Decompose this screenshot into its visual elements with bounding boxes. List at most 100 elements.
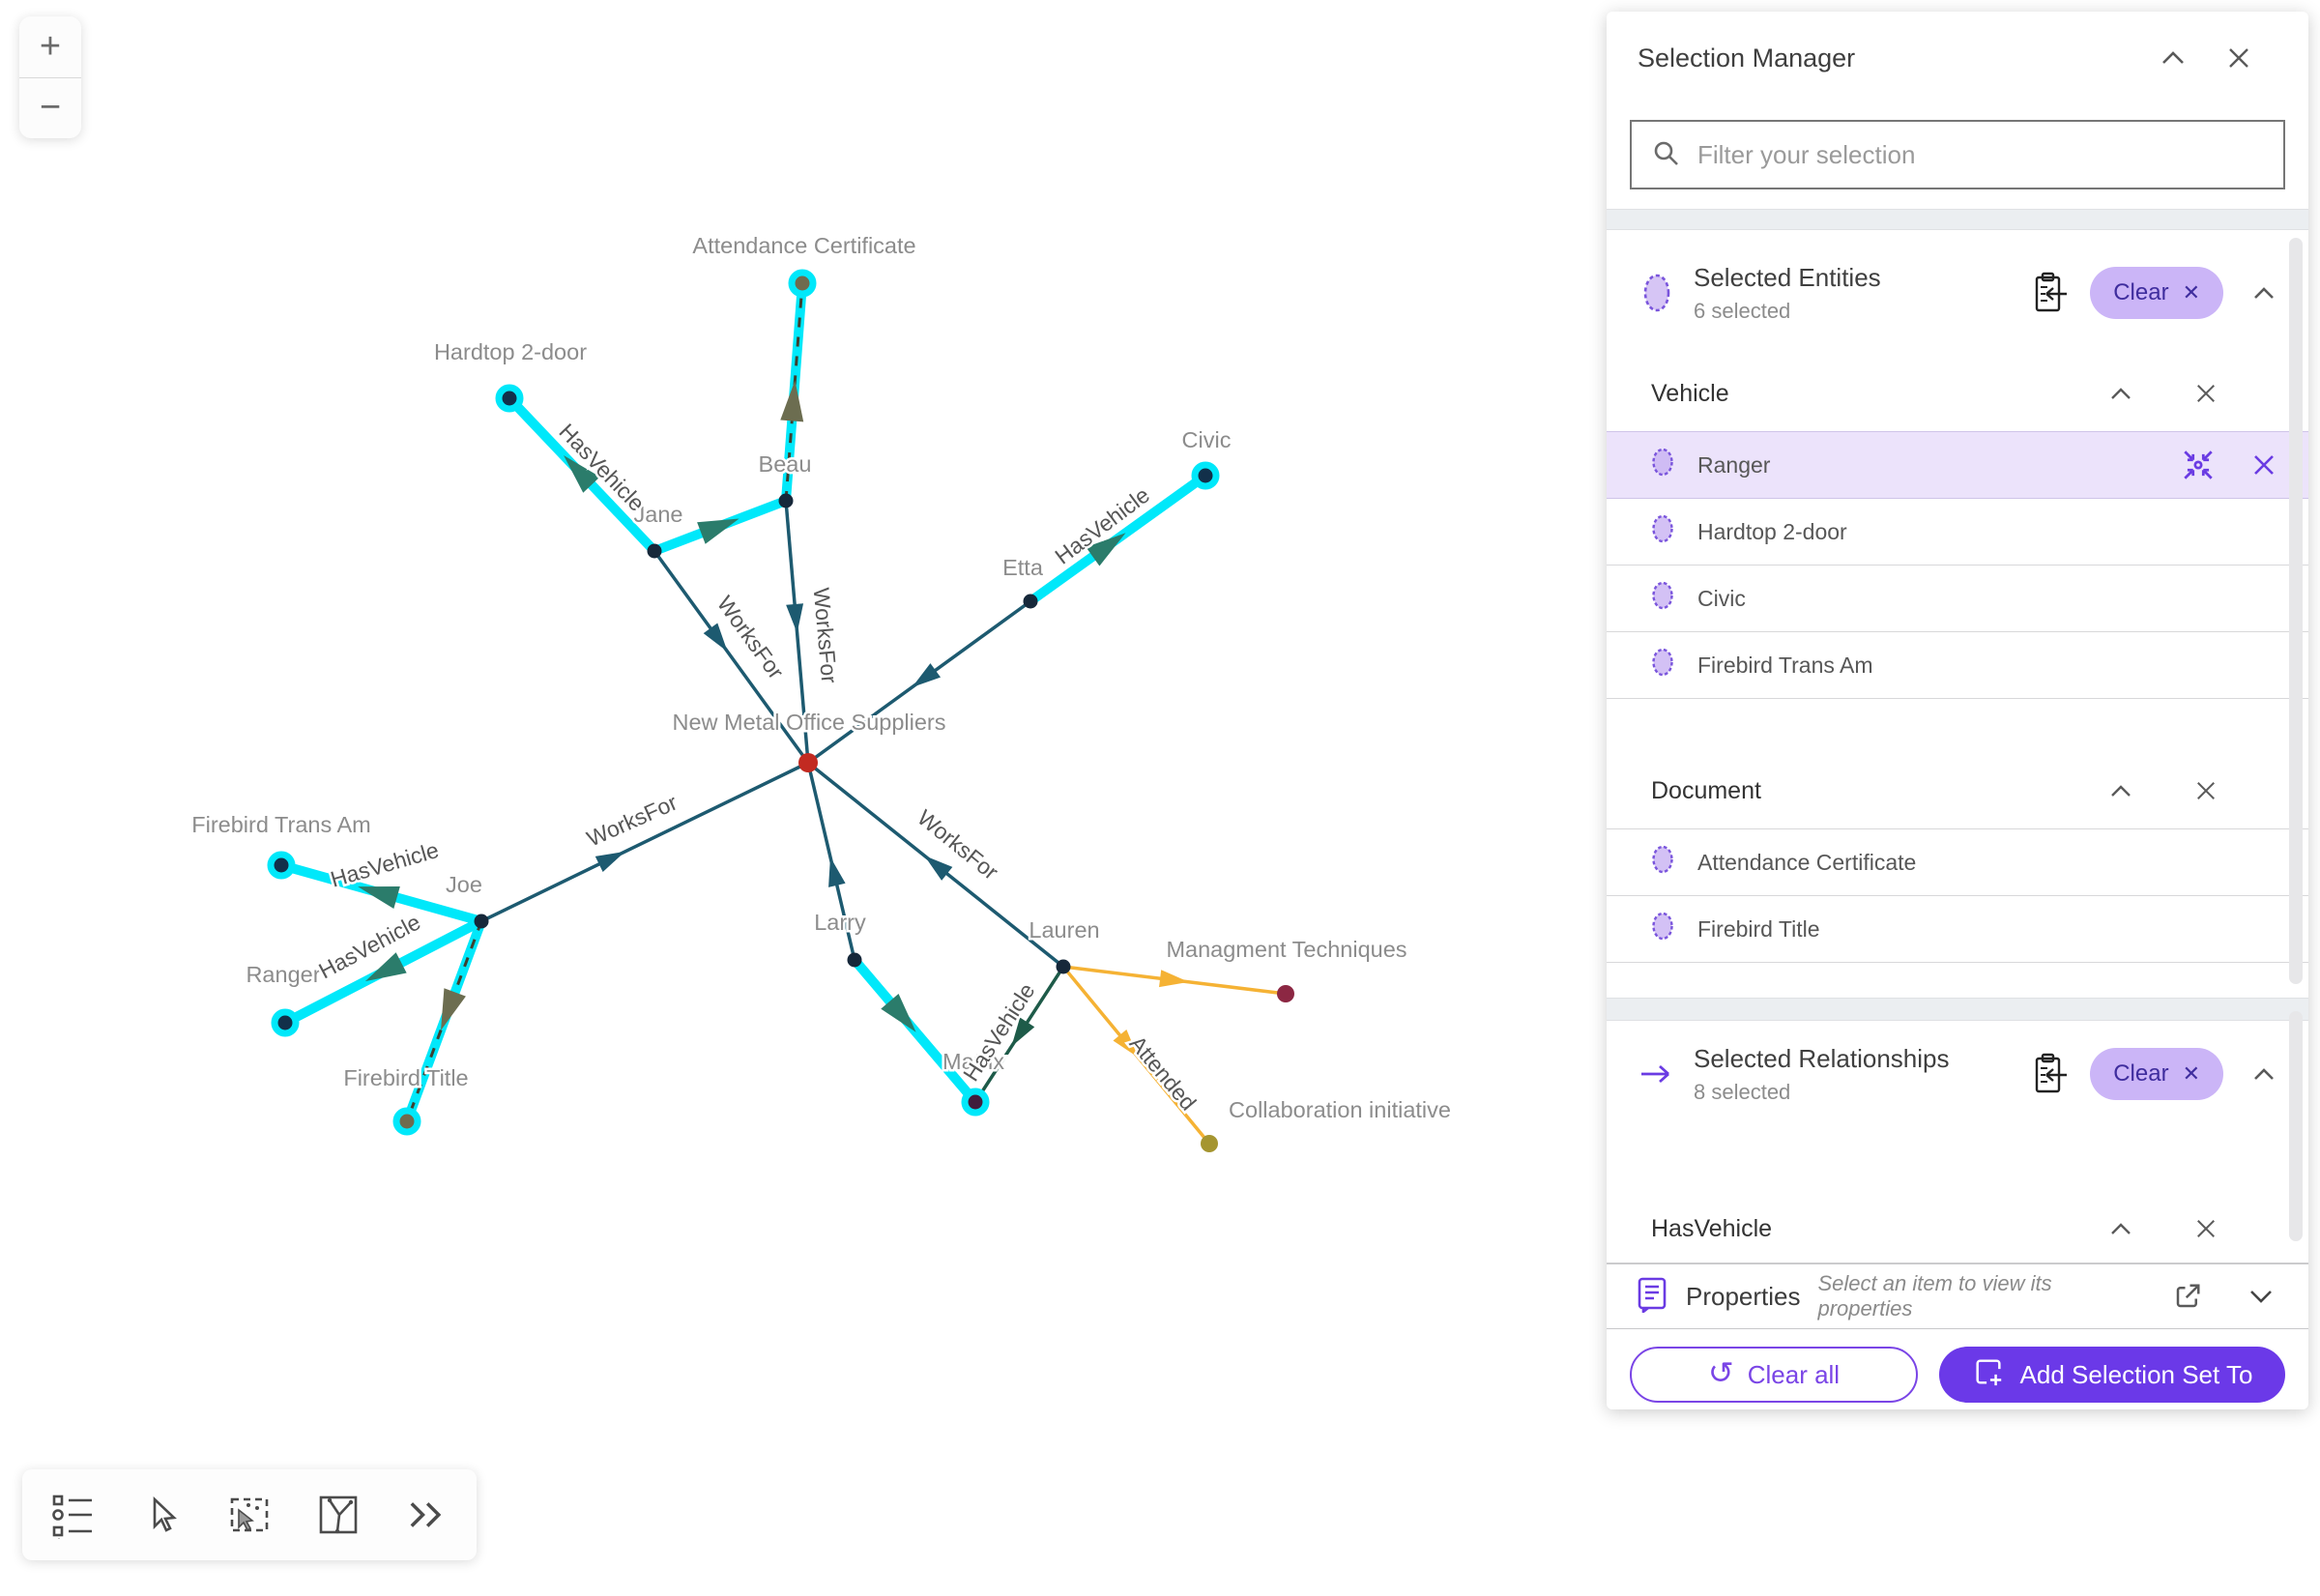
graph-edge-beau-company-arrow xyxy=(786,603,804,633)
collapse-relationships-icon[interactable] xyxy=(2252,1067,2276,1082)
deselect-item-icon[interactable] xyxy=(2243,444,2285,486)
entity-circle-icon xyxy=(1651,448,1674,482)
entity-circle-icon xyxy=(1651,648,1674,682)
graph-edge-jane-beau-arrow xyxy=(697,518,740,544)
graph-node-label-fta: Firebird Trans Am xyxy=(191,812,370,837)
graph-node-matrix[interactable] xyxy=(961,1088,990,1117)
collapse-document-icon[interactable] xyxy=(2102,771,2140,810)
graph-node-hardtop[interactable] xyxy=(495,384,524,413)
list-item-firebird-trans-am[interactable]: Firebird Trans Am xyxy=(1607,632,2308,699)
graph-node-joe[interactable] xyxy=(474,914,489,929)
relationships-scrollbar[interactable] xyxy=(2289,1011,2303,1241)
graph-node-attendance[interactable] xyxy=(788,269,817,298)
graph-node-etta[interactable] xyxy=(1023,594,1038,609)
graph-edge-lauren-collab-arrow xyxy=(1113,1030,1139,1058)
selected-relationships-count: 8 selected xyxy=(1694,1079,1791,1104)
panel-footer: ↺ Clear all Add Selection Set To xyxy=(1607,1328,2308,1409)
graph-edge-jane-hardtop-arrow xyxy=(564,455,600,493)
graph-extent-icon[interactable] xyxy=(313,1490,363,1540)
graph-edge-larry-company-arrow xyxy=(828,856,846,887)
list-item-civic[interactable]: Civic xyxy=(1607,566,2308,632)
collapse-vehicle-icon[interactable] xyxy=(2102,374,2140,413)
clear-x-icon[interactable]: ✕ xyxy=(2182,280,2200,305)
graph-node-civic[interactable] xyxy=(1191,461,1220,490)
graph-edge-jane-company[interactable] xyxy=(652,549,810,765)
list-item-hardtop-2-door[interactable]: Hardtop 2-door xyxy=(1607,499,2308,566)
properties-title: Properties xyxy=(1686,1281,1801,1311)
graph-node-jane[interactable] xyxy=(647,543,662,559)
graph-edge-joe-ftitle-arrow xyxy=(441,988,466,1030)
cursor-select-icon[interactable] xyxy=(136,1490,187,1540)
graph-edge-joe-fta-arrow xyxy=(358,885,400,910)
graph-node-ranger[interactable] xyxy=(271,1008,300,1037)
expand-toolbar-icon[interactable] xyxy=(401,1490,451,1540)
graph-node-collab[interactable] xyxy=(1201,1135,1218,1152)
clear-entities-button[interactable]: Clear ✕ xyxy=(2090,267,2223,319)
graph-node-label-attendance: Attendance Certificate xyxy=(692,233,915,258)
clear-x-icon[interactable]: ✕ xyxy=(2182,1061,2200,1086)
graph-edge-lauren-mgmt-arrow xyxy=(1159,970,1189,988)
close-document-icon[interactable] xyxy=(2187,771,2225,810)
graph-node-label-collab: Collaboration initiative xyxy=(1229,1097,1451,1122)
properties-bar[interactable]: Properties Select an item to view its pr… xyxy=(1607,1263,2308,1328)
close-vehicle-icon[interactable] xyxy=(2187,374,2225,413)
zoom-control: + − xyxy=(19,16,81,138)
graph-edge-joe-fta-label: HasVehicle xyxy=(328,837,442,892)
zoom-out-button[interactable]: − xyxy=(19,78,81,139)
graph-edge-joe-ftitle-dash xyxy=(405,920,483,1122)
list-item-ranger[interactable]: Ranger xyxy=(1607,431,2308,499)
add-selection-set-button[interactable]: Add Selection Set To xyxy=(1939,1347,2285,1403)
zoom-in-button[interactable]: + xyxy=(19,16,81,77)
collapse-hasvehicle-icon[interactable] xyxy=(2102,1209,2140,1248)
graph-node-label-matrix: Matrix xyxy=(942,1049,1004,1074)
open-in-new-icon[interactable] xyxy=(2170,1277,2207,1316)
graph-edge-etta-civic-arrow xyxy=(1086,533,1126,566)
clear-all-button[interactable]: ↺ Clear all xyxy=(1630,1347,1918,1403)
search-icon xyxy=(1651,138,1680,172)
list-item-firebird-title[interactable]: Firebird Title xyxy=(1607,896,2308,963)
chart-toolbar xyxy=(22,1469,477,1560)
graph-edge-jane-company-arrow xyxy=(703,623,728,653)
graph-edge-beau-company-label: WorksFor xyxy=(809,587,843,684)
properties-hint: Select an item to view its properties xyxy=(1817,1271,2052,1320)
graph-node-ftitle[interactable] xyxy=(392,1107,421,1136)
entities-scrollbar[interactable] xyxy=(2289,238,2303,984)
copy-to-clipboard-icon[interactable] xyxy=(2030,1052,2069,1096)
properties-doc-icon xyxy=(1636,1276,1668,1318)
copy-to-clipboard-icon[interactable] xyxy=(2030,271,2069,315)
collapse-entities-icon[interactable] xyxy=(2252,286,2276,301)
group-header-vehicle: Vehicle xyxy=(1607,356,2308,431)
graph-node-beau[interactable] xyxy=(778,493,794,508)
collapse-panel-icon[interactable] xyxy=(2154,39,2192,77)
graph-node-label-ftitle: Firebird Title xyxy=(343,1065,468,1090)
marquee-select-icon[interactable] xyxy=(224,1490,275,1540)
graph-node-mgmt[interactable] xyxy=(1277,985,1294,1002)
graph-edge-jane-company-label: WorksFor xyxy=(712,592,790,684)
clear-relationships-button[interactable]: Clear ✕ xyxy=(2090,1048,2223,1100)
group-header-hasvehicle: HasVehicle xyxy=(1607,1195,2308,1263)
panel-title: Selection Manager xyxy=(1638,43,1856,73)
graph-node-label-larry: Larry xyxy=(814,910,866,935)
graph-node-lauren[interactable] xyxy=(1056,959,1071,974)
graph-node-label-etta: Etta xyxy=(1002,555,1044,580)
graph-edge-beau-attendance-dash xyxy=(784,282,804,502)
selected-relationships-title: Selected Relationships xyxy=(1694,1043,1950,1073)
filter-box xyxy=(1630,120,2285,189)
graph-node-larry[interactable] xyxy=(847,952,862,968)
selected-relationships-header: Selected Relationships 8 selected Clear … xyxy=(1607,1021,2308,1127)
zoom-to-selection-icon[interactable] xyxy=(2177,444,2219,486)
graph-edge-lauren-company-label: WorksFor xyxy=(913,804,1003,885)
graph-node-label-beau: Beau xyxy=(759,451,812,477)
close-panel-icon[interactable] xyxy=(2219,39,2258,77)
graph-node-company[interactable] xyxy=(798,753,818,772)
filter-input[interactable] xyxy=(1696,138,2264,171)
graph-edge-lauren-matrix-arrow xyxy=(1011,1017,1035,1047)
close-hasvehicle-icon[interactable] xyxy=(2187,1209,2225,1248)
entity-circle-icon xyxy=(1651,912,1674,946)
chevron-down-icon[interactable] xyxy=(2243,1277,2279,1316)
list-item-attendance-certificate[interactable]: Attendance Certificate xyxy=(1607,828,2308,896)
graph-edge-joe-company[interactable] xyxy=(480,761,809,923)
graph-node-fta[interactable] xyxy=(267,851,296,880)
legend-list-icon[interactable] xyxy=(47,1490,98,1540)
